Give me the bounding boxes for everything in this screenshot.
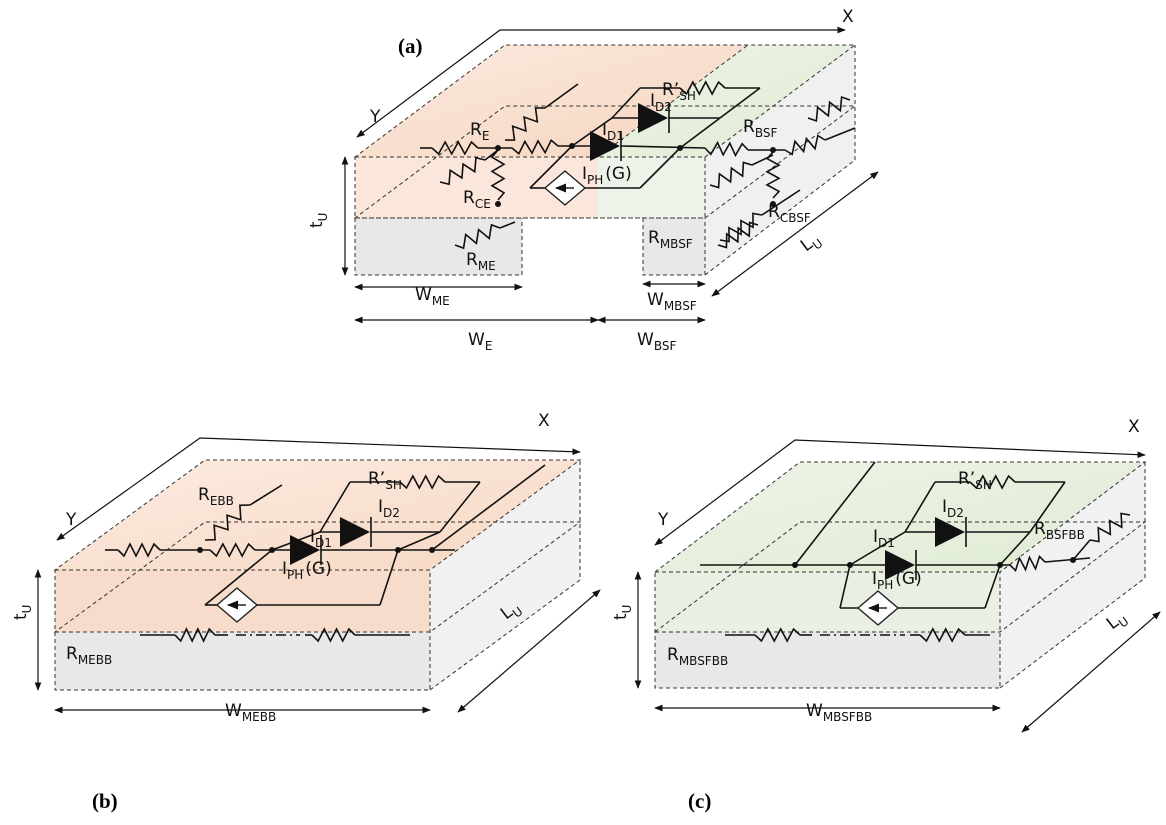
label: tU: [307, 213, 330, 228]
label-part: R’: [958, 469, 975, 489]
figure: (a)XYRER’SHID2ID1RBSFIPH(G)RCERCBSFRMBSF…: [0, 0, 1166, 825]
label-part: R: [743, 117, 755, 137]
label-part: MBSFBB: [823, 710, 872, 724]
label: WE: [468, 330, 492, 353]
label-part: ME: [478, 259, 496, 273]
panel-tag: (a): [398, 34, 423, 58]
label: X: [538, 411, 550, 431]
label-part: E: [485, 339, 493, 353]
label-part: D1: [878, 536, 895, 550]
label-part: W: [415, 285, 432, 305]
label-part: R: [768, 202, 780, 222]
label-part: X: [842, 7, 854, 27]
label-part: PH: [877, 578, 893, 592]
label-part: D1: [315, 536, 332, 550]
label-part: W: [637, 330, 654, 350]
label-part: D2: [947, 506, 964, 520]
label-part: E: [482, 129, 490, 143]
label-part: ME: [432, 294, 450, 308]
label: WMBSFBB: [806, 701, 872, 724]
label-part: W: [225, 701, 242, 721]
label-part: MBSF: [664, 299, 697, 313]
label-part: SH: [385, 478, 402, 492]
label-part: R: [1034, 519, 1046, 539]
label-part: BSF: [654, 339, 677, 353]
label-part: Y: [369, 107, 381, 127]
label: X: [842, 7, 854, 27]
label-part: (G): [605, 164, 631, 184]
label-part: W: [806, 701, 823, 721]
label-part: R: [667, 645, 679, 665]
label: tU: [611, 605, 634, 620]
label: WBSF: [637, 330, 676, 353]
label-part: Y: [65, 510, 77, 530]
label-part: W: [468, 330, 485, 350]
node: [197, 547, 203, 553]
label-part: W: [647, 290, 664, 310]
label: Y: [657, 510, 669, 530]
label-part: U: [316, 213, 330, 222]
label: LU: [1103, 607, 1131, 636]
label-part: BSF: [755, 126, 778, 140]
label-part: SH: [975, 478, 992, 492]
label-part: (G): [895, 569, 921, 589]
label-part: R’: [662, 80, 679, 100]
label-part: R: [463, 188, 475, 208]
label-part: R: [466, 250, 478, 270]
label-part: Y: [657, 510, 669, 530]
label-part: D2: [383, 506, 400, 520]
label-part: X: [538, 411, 550, 431]
label: LU: [797, 229, 825, 258]
label-part: MEBB: [78, 653, 112, 667]
label: tU: [11, 605, 34, 620]
label-part: MBSFBB: [679, 654, 728, 668]
label-part: (G): [305, 559, 331, 579]
label-part: PH: [287, 568, 303, 582]
label-part: CBSF: [780, 211, 811, 225]
label-part: EBB: [210, 494, 234, 508]
label: WMEBB: [225, 701, 276, 724]
label: X: [1128, 417, 1140, 437]
label-part: SH: [679, 89, 696, 103]
node: [495, 201, 501, 207]
label-part: D2: [655, 100, 672, 114]
label: Y: [65, 510, 77, 530]
panel-tag: (c): [688, 789, 711, 813]
label-part: MEBB: [242, 710, 276, 724]
label: WME: [415, 285, 450, 308]
label-part: MBSF: [660, 237, 693, 251]
label-part: R: [198, 485, 210, 505]
label-part: U: [620, 605, 634, 614]
label-part: U: [20, 605, 34, 614]
panel-tag: (b): [92, 789, 118, 813]
label-part: R: [648, 228, 660, 248]
label-part: R: [470, 120, 482, 140]
label-part: R: [66, 644, 78, 664]
panel-a-box: [355, 45, 855, 275]
label-part: R’: [368, 469, 385, 489]
label-part: X: [1128, 417, 1140, 437]
label-part: CE: [475, 197, 491, 211]
label-part: PH: [587, 173, 603, 187]
label: WMBSF: [647, 290, 697, 313]
label-part: BSFBB: [1046, 528, 1085, 542]
label: Y: [369, 107, 381, 127]
label-part: D1: [607, 129, 624, 143]
